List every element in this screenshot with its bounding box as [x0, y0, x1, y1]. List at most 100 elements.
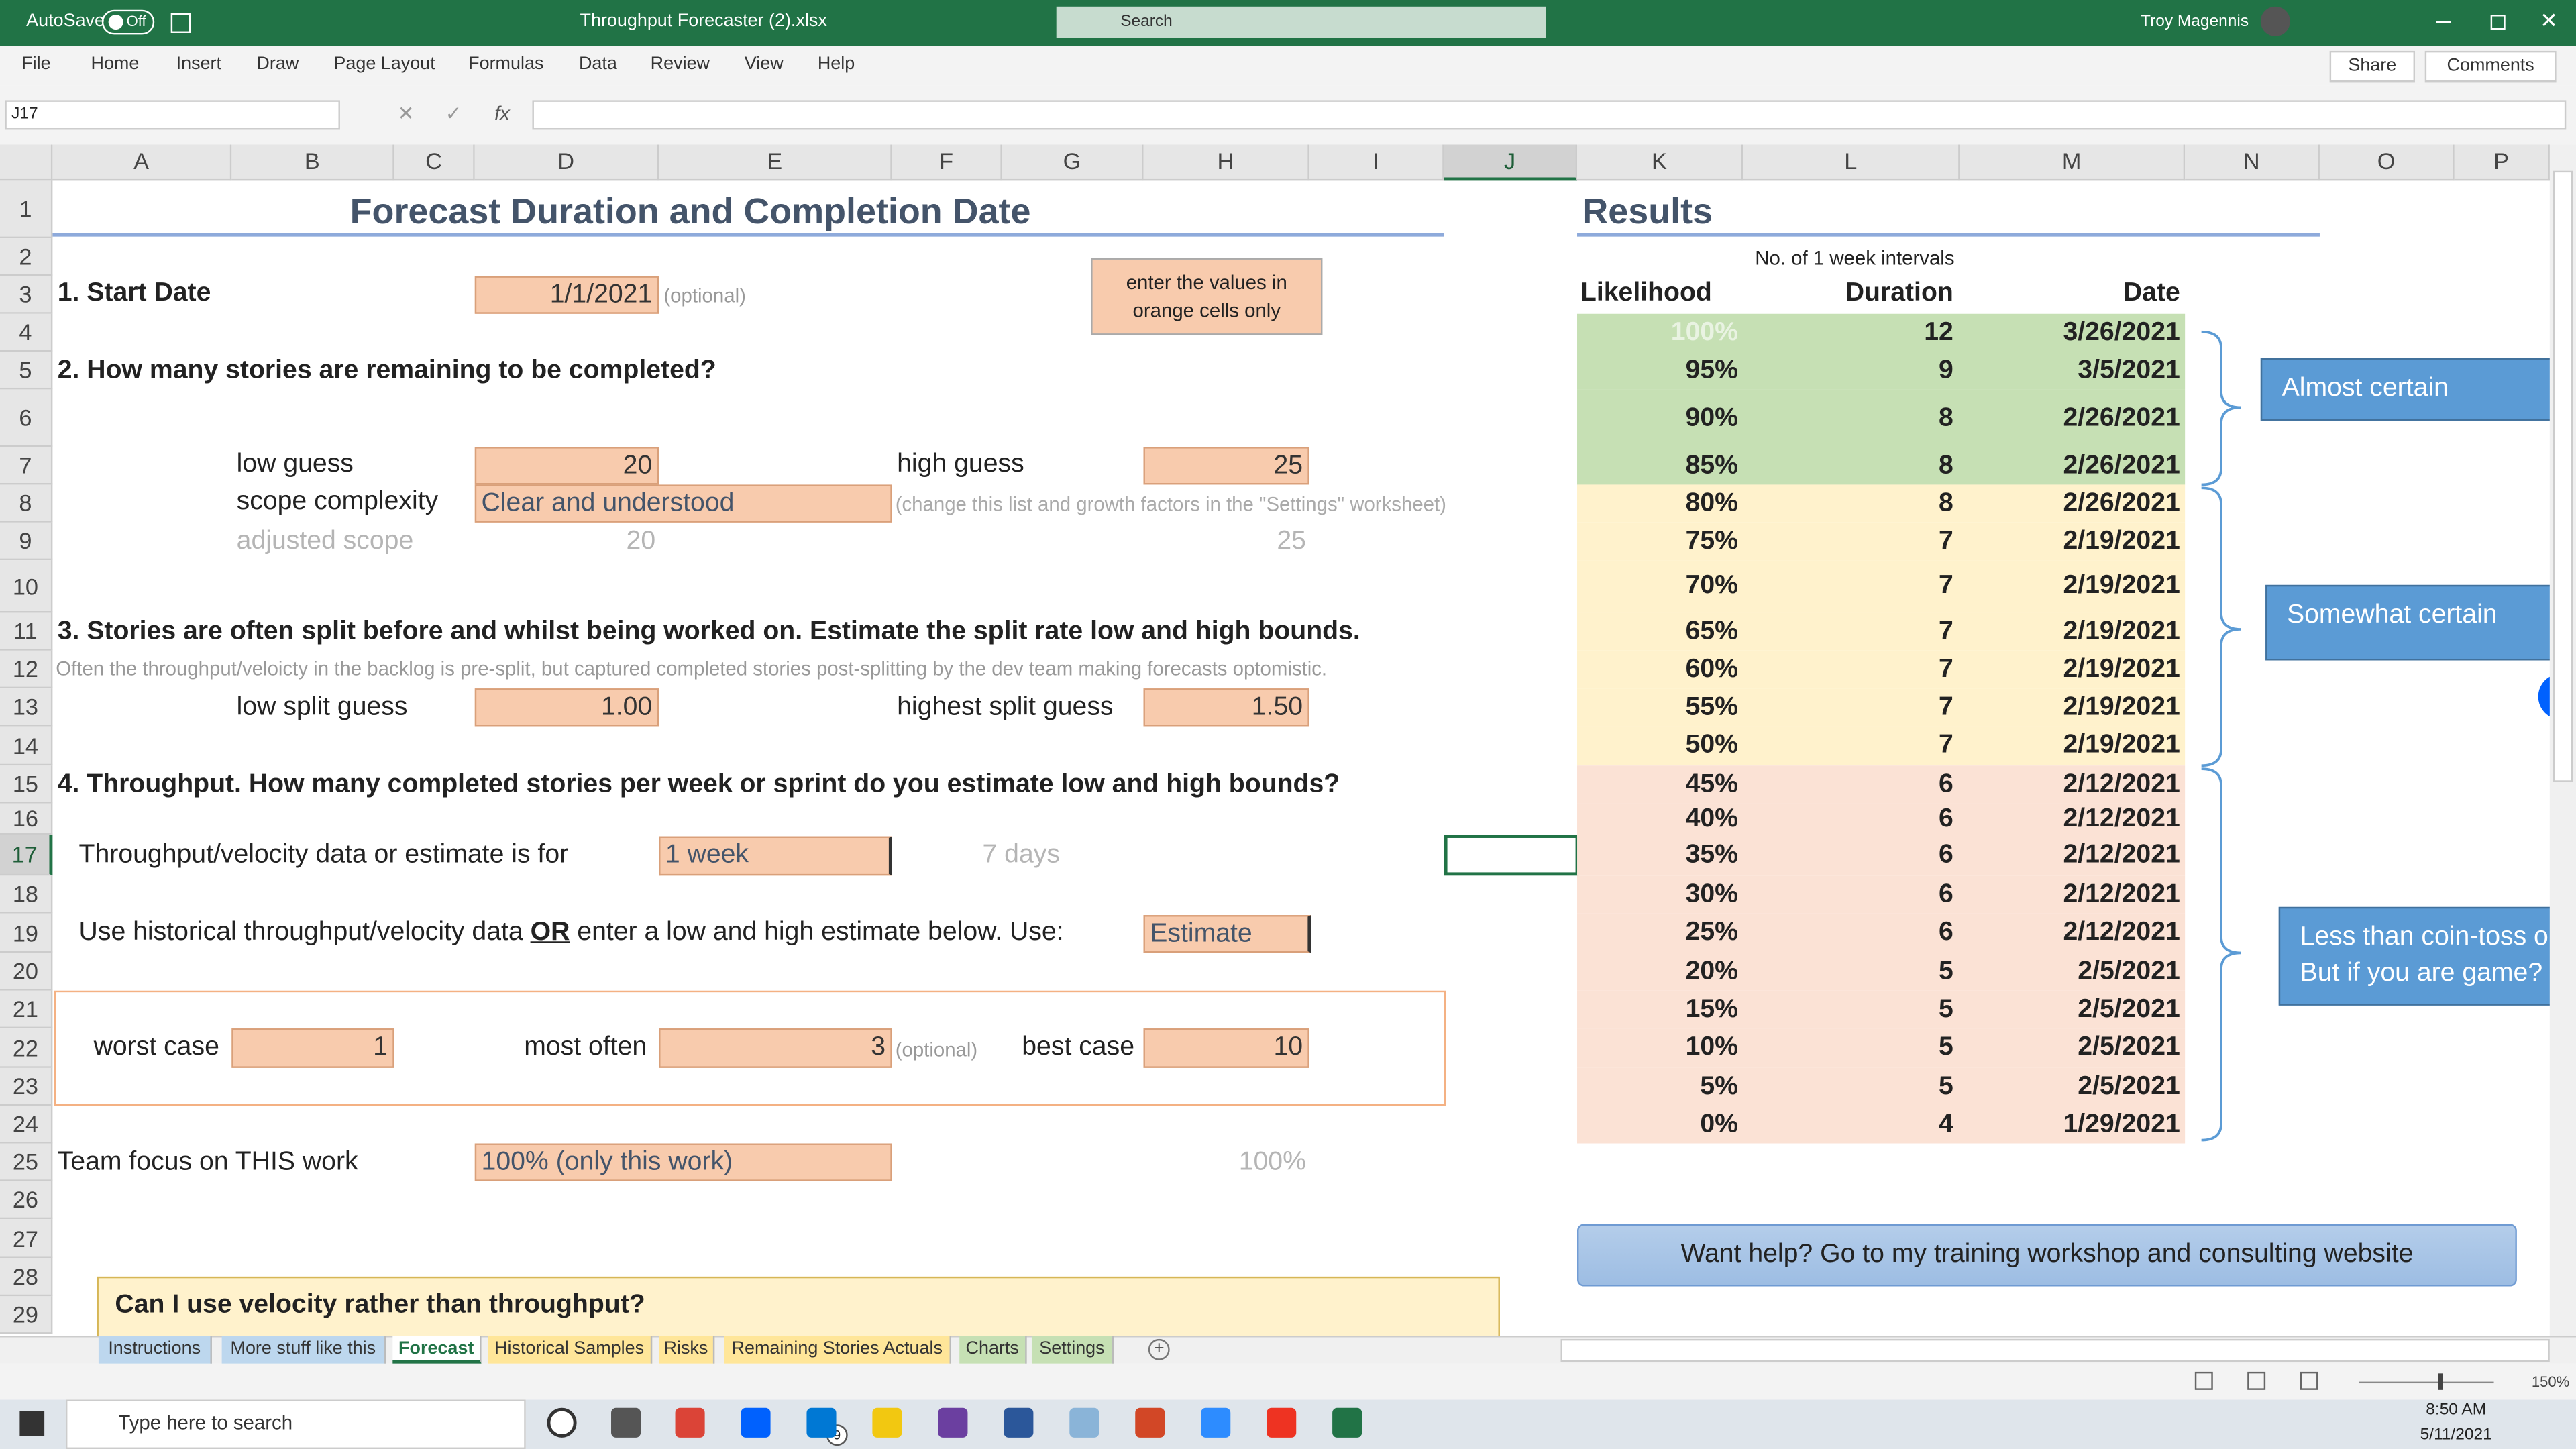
row-header[interactable]: 14 [0, 726, 53, 766]
column-header[interactable]: B [231, 144, 394, 181]
start-date-input[interactable]: 1/1/2021 [474, 276, 659, 314]
high-guess-input[interactable]: 25 [1143, 447, 1309, 485]
sheet-tab[interactable]: Settings [1031, 1336, 1114, 1364]
row-header[interactable]: 7 [0, 447, 53, 485]
column-header[interactable]: H [1143, 144, 1309, 181]
ribbon-tab[interactable]: File [21, 54, 51, 74]
zoom-slider[interactable] [2359, 1381, 2494, 1384]
row-header[interactable]: 28 [0, 1258, 53, 1297]
row-header[interactable]: 20 [0, 953, 53, 991]
column-header[interactable]: D [474, 144, 659, 181]
ribbon-tab[interactable]: Insert [176, 54, 222, 74]
ribbon-tab[interactable]: Draw [256, 54, 299, 74]
add-sheet[interactable]: + [1148, 1338, 1170, 1360]
row-header[interactable]: 24 [0, 1106, 53, 1144]
ribbon-tab[interactable]: Formulas [468, 54, 544, 74]
column-header[interactable]: G [1002, 144, 1144, 181]
taskbar-app[interactable] [675, 1407, 705, 1438]
row-header[interactable]: 29 [0, 1296, 53, 1334]
taskbar-app[interactable] [1267, 1407, 1297, 1438]
column-header[interactable]: L [1743, 144, 1960, 181]
zoom-thumb[interactable] [2438, 1373, 2443, 1390]
ribbon-tab[interactable]: View [744, 54, 784, 74]
row-header[interactable]: 3 [0, 276, 53, 314]
formula-input[interactable] [532, 100, 2567, 130]
period-input[interactable]: 1 week [659, 836, 892, 876]
row-header[interactable]: 11 [0, 612, 53, 651]
save-icon[interactable] [170, 13, 191, 33]
column-header[interactable]: M [1960, 144, 2186, 181]
autosave-toggle[interactable]: Off [101, 9, 155, 35]
column-header[interactable]: C [394, 144, 475, 181]
row-header[interactable]: 4 [0, 313, 53, 352]
ribbon-tab[interactable]: Review [650, 54, 710, 74]
column-header[interactable]: K [1577, 144, 1743, 181]
column-header[interactable]: I [1309, 144, 1444, 181]
column-header[interactable]: E [659, 144, 892, 181]
row-header[interactable]: 21 [0, 990, 53, 1029]
ribbon-tab[interactable]: Help [817, 54, 855, 74]
row-header[interactable]: 23 [0, 1067, 53, 1106]
worst-input[interactable]: 1 [231, 1028, 394, 1068]
break-view[interactable] [2300, 1371, 2318, 1390]
sheet-tab[interactable]: Historical Samples [488, 1336, 653, 1364]
column-header[interactable]: F [892, 144, 1002, 181]
row-header[interactable]: 1 [0, 180, 53, 239]
row-header[interactable]: 27 [0, 1219, 53, 1258]
sheet-tab[interactable]: More stuff like this [221, 1336, 386, 1364]
start-button[interactable] [19, 1411, 45, 1436]
close-button[interactable]: ✕ [2540, 8, 2558, 33]
taskbar-app[interactable] [938, 1407, 968, 1438]
name-box[interactable]: J17 [5, 100, 340, 130]
use-input[interactable]: Estimate [1143, 915, 1311, 953]
ribbon-tab[interactable]: Data [578, 54, 617, 74]
row-header[interactable]: 6 [0, 389, 53, 447]
taskbar-search[interactable] [65, 1399, 526, 1449]
enter-icon[interactable]: ✓ [445, 101, 462, 125]
sheet-tab[interactable]: Charts [959, 1336, 1027, 1364]
row-header[interactable]: 17 [0, 835, 53, 876]
row-header[interactable]: 10 [0, 560, 53, 613]
taskbar-app[interactable] [611, 1407, 641, 1438]
taskbar-app[interactable] [1135, 1407, 1165, 1438]
row-header[interactable]: 5 [0, 352, 53, 390]
help-button[interactable]: Want help? Go to my training workshop an… [1577, 1224, 2517, 1287]
low-split-input[interactable]: 1.00 [474, 688, 659, 727]
taskbar-app[interactable] [1201, 1407, 1231, 1438]
layout-view[interactable] [2247, 1371, 2266, 1390]
share-button[interactable]: Share [2329, 50, 2416, 83]
taskbar-app[interactable] [806, 1407, 837, 1438]
select-all[interactable] [0, 144, 53, 181]
low-guess-input[interactable]: 20 [474, 447, 659, 485]
taskbar-app[interactable] [1332, 1407, 1362, 1438]
row-header[interactable]: 13 [0, 688, 53, 727]
file-name[interactable]: Throughput Forecaster (2).xlsx [580, 11, 827, 32]
row-header[interactable]: 2 [0, 238, 53, 276]
user-avatar[interactable] [2260, 6, 2290, 36]
taskbar-app[interactable] [547, 1407, 577, 1438]
search-box[interactable] [1056, 6, 1546, 38]
ribbon-tab[interactable]: Page Layout [333, 54, 435, 74]
function-icon[interactable]: fx [494, 101, 511, 125]
taskbar-app[interactable] [741, 1407, 771, 1438]
row-header[interactable]: 25 [0, 1143, 53, 1181]
cancel-icon[interactable]: ✕ [397, 101, 415, 125]
row-header[interactable]: 19 [0, 913, 53, 953]
row-header[interactable]: 26 [0, 1181, 53, 1220]
focus-input[interactable]: 100% (only this work) [474, 1143, 892, 1181]
row-header[interactable]: 22 [0, 1028, 53, 1068]
comments-button[interactable]: Comments [2424, 50, 2557, 83]
ribbon-tab[interactable]: Home [91, 54, 140, 74]
sheet-tab[interactable]: Instructions [98, 1336, 212, 1364]
sheet-tab[interactable]: Remaining Stories Actuals [724, 1336, 951, 1364]
column-header[interactable]: A [52, 144, 232, 181]
horizontal-scrollbar[interactable] [1560, 1338, 2550, 1362]
often-input[interactable]: 3 [659, 1028, 892, 1068]
column-header[interactable]: P [2454, 144, 2550, 181]
normal-view[interactable] [2194, 1371, 2213, 1390]
taskbar-app[interactable] [1069, 1407, 1099, 1438]
row-header[interactable]: 15 [0, 765, 53, 804]
high-split-input[interactable]: 1.50 [1143, 688, 1309, 727]
column-header[interactable]: N [2185, 144, 2320, 181]
scope-input[interactable]: Clear and understood [474, 484, 892, 523]
